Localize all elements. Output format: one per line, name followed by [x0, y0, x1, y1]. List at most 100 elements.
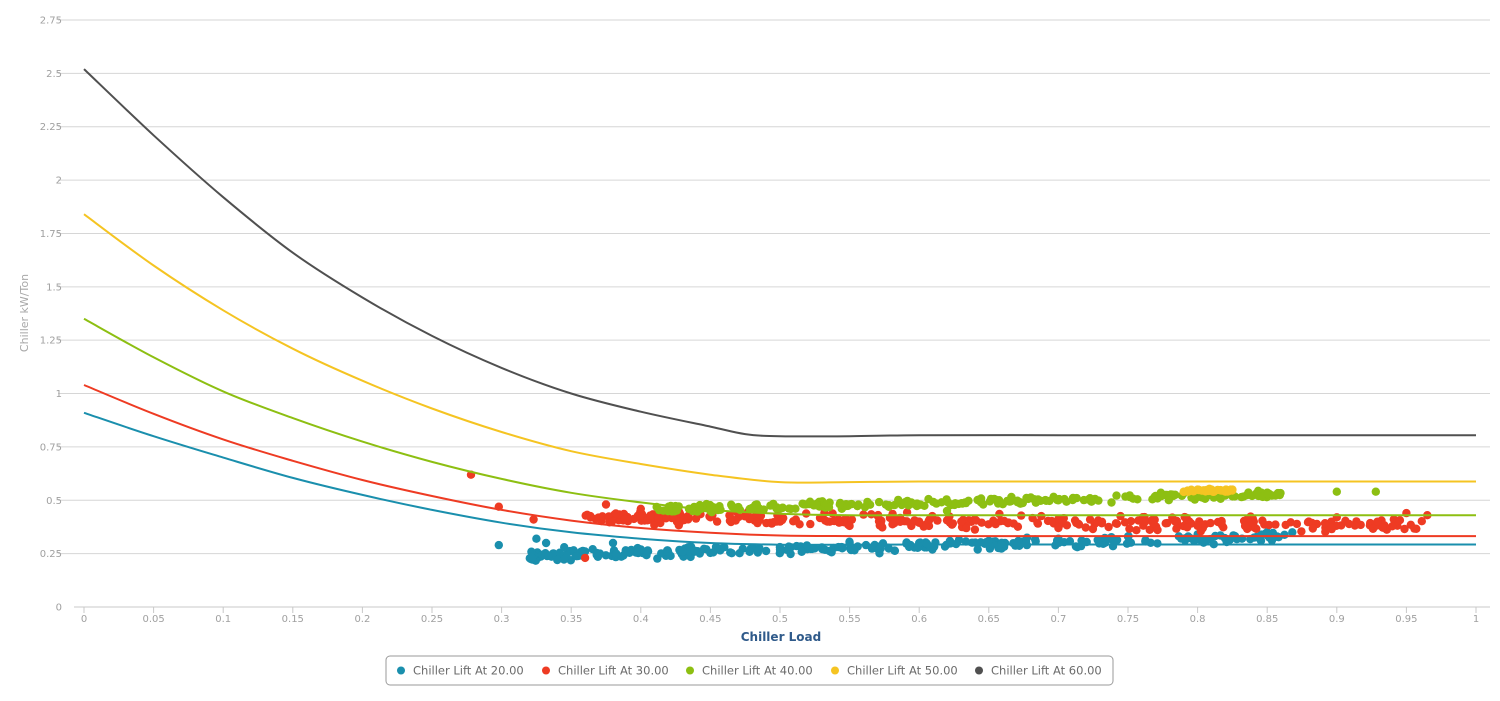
data-point [654, 514, 663, 523]
data-point [1321, 527, 1330, 536]
data-point [784, 504, 794, 513]
series-curve-2 [83, 317, 1476, 517]
x-tick-label: 0.65 [978, 614, 1000, 625]
data-point [661, 514, 671, 523]
data-point [989, 516, 998, 525]
gridlines [58, 19, 1490, 555]
series-points-2 [652, 486, 1381, 517]
data-point [797, 547, 806, 556]
data-point [1125, 524, 1134, 533]
data-point [1141, 536, 1150, 545]
legend-item[interactable]: Chiller Lift At 50.00 [831, 664, 958, 678]
legend-label: Chiller Lift At 20.00 [413, 664, 524, 678]
data-point [838, 544, 847, 553]
data-point [806, 519, 815, 529]
data-point [559, 555, 569, 564]
data-point [791, 504, 800, 513]
data-point [1031, 537, 1040, 546]
data-point [1087, 497, 1096, 506]
legend-item[interactable]: Chiller Lift At 30.00 [542, 664, 669, 678]
data-point [1074, 520, 1084, 529]
x-tick-label: 0.85 [1256, 614, 1278, 625]
data-point [933, 516, 942, 525]
data-point [738, 544, 747, 553]
data-point [957, 517, 966, 526]
data-point [1163, 518, 1172, 528]
data-point [875, 521, 884, 530]
series-curve-3 [83, 213, 1476, 484]
data-point [805, 497, 815, 506]
data-point [845, 521, 854, 531]
data-point [942, 506, 952, 516]
legend-item[interactable]: Chiller Lift At 60.00 [975, 664, 1102, 678]
data-point [745, 547, 754, 556]
data-point [529, 515, 538, 524]
x-tick-label: 0.45 [699, 614, 721, 625]
data-point [1221, 487, 1230, 496]
data-point [1104, 522, 1113, 532]
data-point [835, 500, 844, 509]
data-point [1121, 492, 1130, 501]
x-tick-label: 0.2 [354, 614, 370, 625]
legend-label: Chiller Lift At 50.00 [847, 664, 958, 678]
data-point [620, 514, 629, 524]
data-point [1243, 515, 1252, 524]
y-tick-label: 1 [56, 389, 62, 400]
data-point [1332, 487, 1342, 496]
data-point [1151, 492, 1160, 502]
legend-item[interactable]: Chiller Lift At 40.00 [686, 664, 813, 678]
data-point [827, 548, 836, 557]
y-tick-label: 0.75 [40, 442, 62, 453]
data-point [1273, 489, 1283, 498]
data-point [544, 551, 554, 560]
data-point [1100, 533, 1110, 543]
data-point [761, 546, 771, 556]
data-point [1344, 519, 1354, 529]
data-point [1269, 533, 1279, 542]
data-point [1009, 539, 1018, 548]
data-point [1068, 495, 1077, 505]
data-point [728, 502, 737, 511]
data-point [1081, 523, 1090, 532]
data-point [1141, 517, 1150, 526]
data-point [1045, 496, 1054, 506]
legend-marker [397, 666, 405, 675]
data-point [818, 545, 827, 554]
data-point [726, 548, 735, 557]
legend-label: Chiller Lift At 30.00 [558, 664, 669, 678]
data-point [1327, 523, 1336, 532]
y-tick-label: 2.25 [40, 122, 62, 133]
data-point [970, 525, 980, 534]
x-tick-label: 1 [1473, 614, 1479, 625]
data-point [541, 538, 551, 548]
x-axis-title: Chiller Load [741, 630, 822, 644]
series-curve-4 [83, 68, 1476, 438]
data-point [1111, 519, 1121, 528]
x-tick-label: 0.75 [1117, 614, 1139, 625]
data-point [612, 549, 621, 558]
data-point [775, 504, 785, 513]
data-point [986, 494, 996, 504]
data-point [1389, 515, 1399, 524]
data-point [1308, 524, 1318, 533]
x-tick-label: 0.55 [838, 614, 860, 625]
legend-item[interactable]: Chiller Lift At 20.00 [397, 664, 524, 678]
data-point [998, 500, 1007, 509]
data-point [1292, 519, 1302, 529]
data-point [678, 547, 687, 556]
data-point [1417, 517, 1427, 526]
data-point [1373, 517, 1382, 526]
data-point [1112, 491, 1121, 500]
data-point [740, 511, 750, 520]
y-tick-label: 0.5 [46, 496, 62, 507]
data-point [1371, 487, 1381, 496]
data-point [1189, 536, 1199, 545]
data-point [1013, 522, 1023, 531]
data-point [528, 553, 537, 563]
data-point [720, 543, 729, 552]
data-point [769, 499, 778, 509]
data-point [1013, 496, 1022, 505]
series-points-0 [494, 528, 1297, 565]
data-point [1107, 498, 1116, 507]
